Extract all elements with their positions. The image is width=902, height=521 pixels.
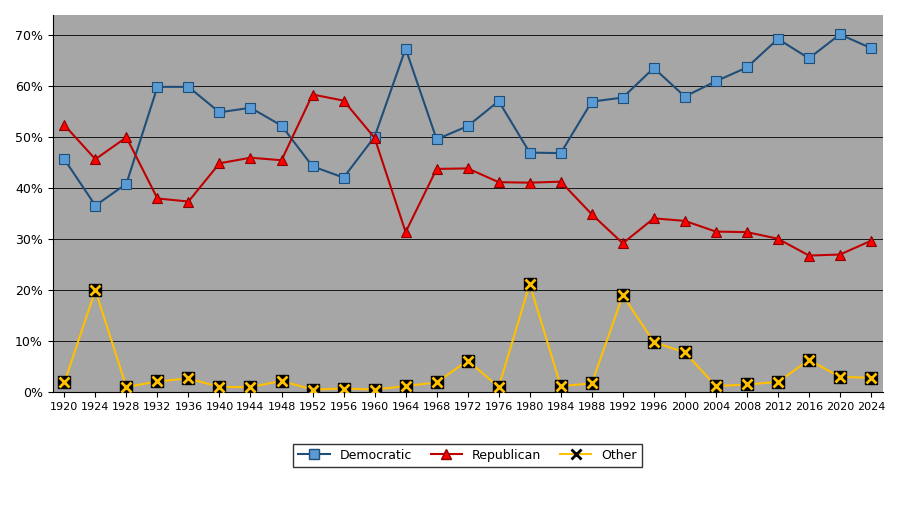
Legend: Democratic, Republican, Other: Democratic, Republican, Other	[293, 444, 642, 467]
